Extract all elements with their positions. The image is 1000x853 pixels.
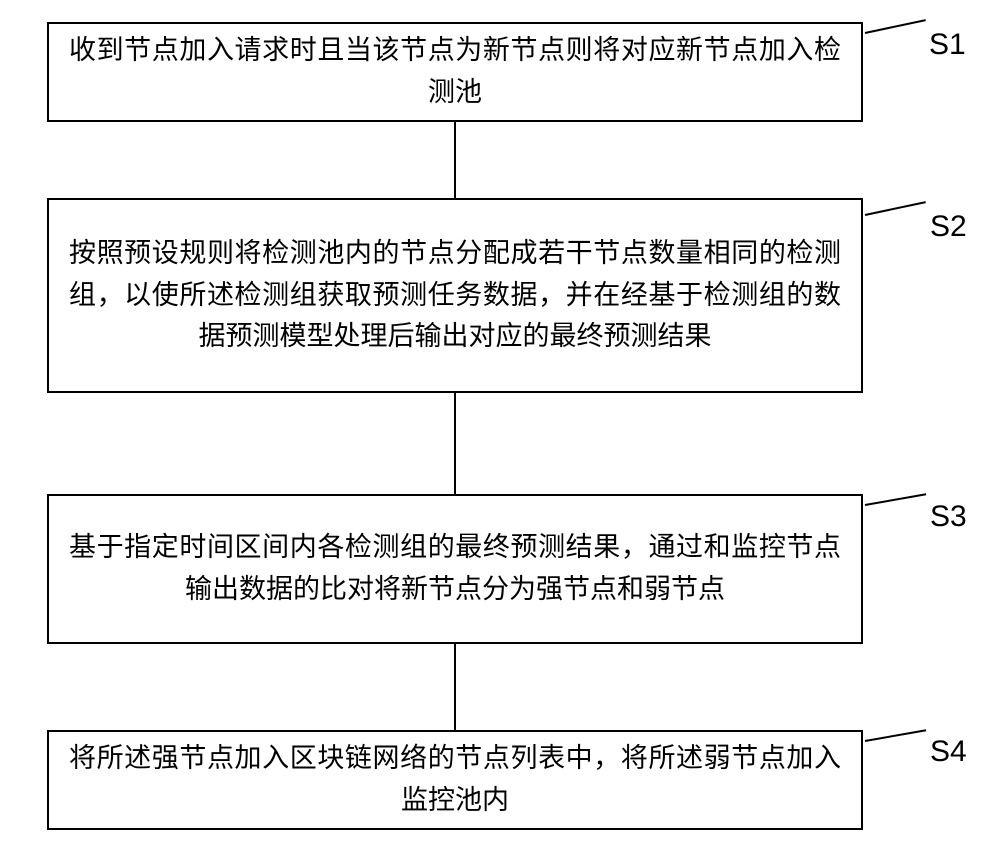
step-s3-label-line [865,493,926,506]
step-s3-label: S3 [930,500,967,534]
step-s1-box: 收到节点加入请求时且当该节点为新节点则将对应新节点加入检测池 [47,22,863,122]
flowchart-container: 收到节点加入请求时且当该节点为新节点则将对应新节点加入检测池 S1 按照预设规则… [0,0,1000,853]
step-s3-box: 基于指定时间区间内各检测组的最终预测结果，通过和监控节点输出数据的比对将新节点分… [47,494,863,644]
step-s4-label: S4 [930,735,967,769]
step-s4-label-line [865,729,926,742]
step-s2-label-line [865,201,926,216]
step-s1-label: S1 [929,28,966,62]
connector-2 [454,393,456,494]
step-s2-text: 按照预设规则将检测池内的节点分配成若干节点数量相同的检测组，以使所述检测组获取预… [69,233,841,359]
step-s2-box: 按照预设规则将检测池内的节点分配成若干节点数量相同的检测组，以使所述检测组获取预… [47,198,863,393]
step-s1-text: 收到节点加入请求时且当该节点为新节点则将对应新节点加入检测池 [69,30,841,114]
step-s4-text: 将所述强节点加入区块链网络的节点列表中，将所述弱节点加入监控池内 [69,738,841,822]
step-s4-box: 将所述强节点加入区块链网络的节点列表中，将所述弱节点加入监控池内 [47,730,863,830]
connector-1 [454,122,456,198]
step-s3-text: 基于指定时间区间内各检测组的最终预测结果，通过和监控节点输出数据的比对将新节点分… [69,527,841,611]
step-s1-label-line [865,19,926,34]
step-s2-label: S2 [930,210,967,244]
connector-3 [454,644,456,730]
